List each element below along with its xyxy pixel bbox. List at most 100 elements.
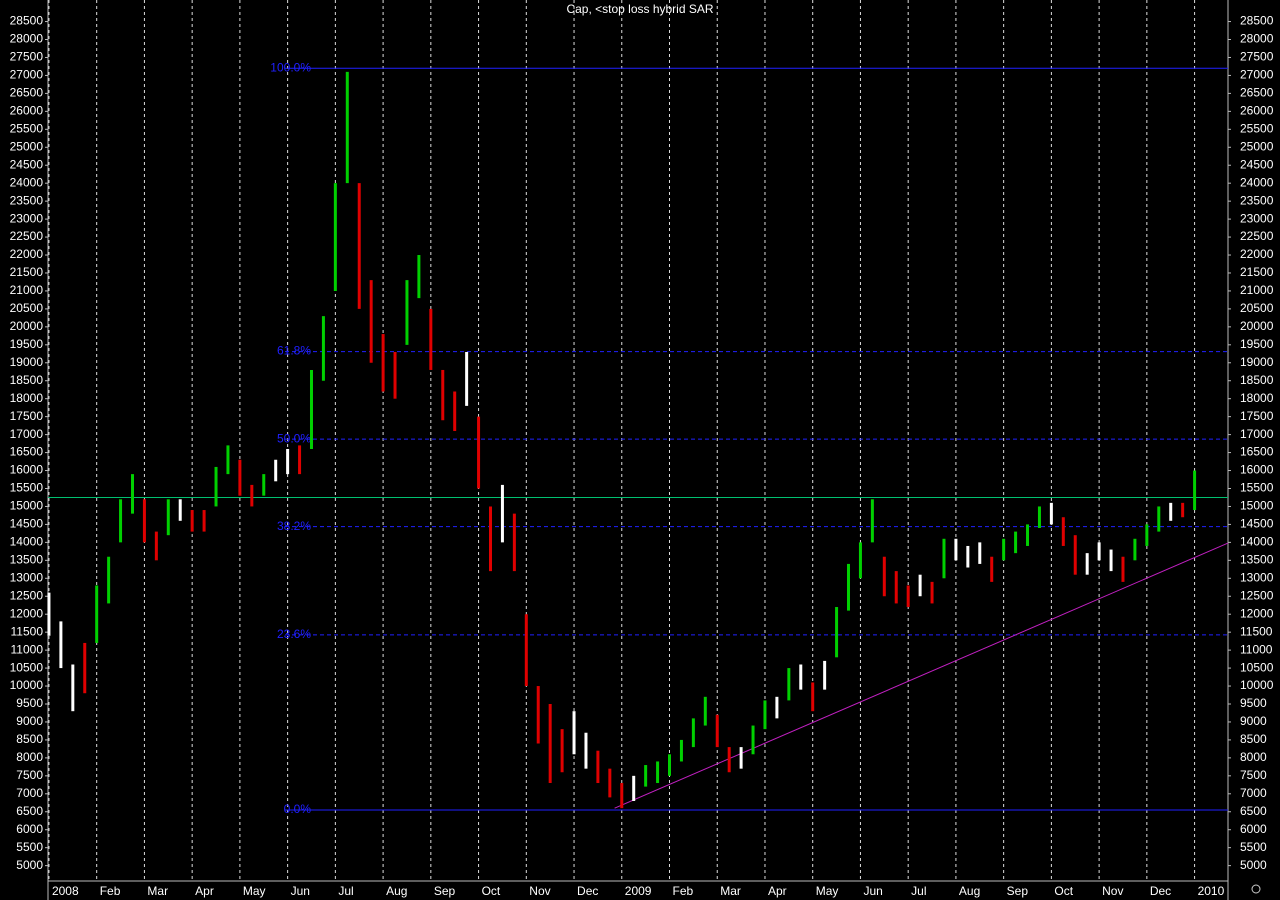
- y2-tick-label: 8000: [1240, 750, 1267, 764]
- x-tick-label: Mar: [147, 884, 168, 898]
- x-tick-label: Dec: [577, 884, 598, 898]
- y-tick-label: 20000: [10, 319, 44, 333]
- y-tick-label: 24500: [10, 157, 44, 171]
- y-tick-label: 13500: [10, 552, 44, 566]
- y-tick-label: 18000: [10, 391, 44, 405]
- y2-tick-label: 16000: [1240, 463, 1274, 477]
- y-tick-label: 8000: [16, 750, 43, 764]
- fib-label: 61.8%: [277, 344, 311, 358]
- y2-tick-label: 18000: [1240, 391, 1274, 405]
- y-tick-label: 22500: [10, 229, 44, 243]
- y2-tick-label: 5000: [1240, 858, 1267, 872]
- fib-label: 100.0%: [270, 60, 311, 74]
- y2-tick-label: 24500: [1240, 157, 1274, 171]
- y-tick-label: 25500: [10, 121, 44, 135]
- x-tick-label: Dec: [1150, 884, 1171, 898]
- y-tick-label: 6000: [16, 822, 43, 836]
- fib-label: 38.2%: [277, 519, 311, 533]
- y2-tick-label: 17500: [1240, 409, 1274, 423]
- y2-tick-label: 11000: [1240, 642, 1273, 656]
- x-tick-label: Oct: [1054, 884, 1073, 898]
- y2-tick-label: 20500: [1240, 301, 1274, 315]
- y2-tick-label: 28500: [1240, 14, 1274, 28]
- y-tick-label: 15000: [10, 499, 44, 513]
- y2-tick-label: 9500: [1240, 696, 1267, 710]
- y2-tick-label: 28000: [1240, 32, 1274, 46]
- y2-tick-label: 13500: [1240, 552, 1274, 566]
- chart-title: Cap, <stop loss hybrid SAR: [566, 2, 713, 16]
- x-tick-label: Jun: [291, 884, 310, 898]
- y-tick-label: 11500: [11, 624, 44, 638]
- y-tick-label: 16000: [10, 463, 44, 477]
- y2-tick-label: 19500: [1240, 337, 1274, 351]
- x-tick-label: Apr: [195, 884, 214, 898]
- y2-tick-label: 12000: [1240, 606, 1274, 620]
- y-tick-label: 15500: [10, 481, 44, 495]
- y2-tick-label: 6500: [1240, 804, 1267, 818]
- y-tick-label: 19500: [10, 337, 44, 351]
- fib-label: 0.0%: [284, 802, 312, 816]
- x-tick-label: Aug: [386, 884, 407, 898]
- y-tick-label: 22000: [10, 247, 44, 261]
- y-tick-label: 16500: [10, 445, 44, 459]
- y2-tick-label: 17000: [1240, 427, 1274, 441]
- x-tick-label: Sep: [1007, 884, 1029, 898]
- x-tick-label: Jul: [338, 884, 353, 898]
- y-tick-label: 6500: [16, 804, 43, 818]
- y2-tick-label: 13000: [1240, 570, 1274, 584]
- y-tick-label: 26000: [10, 104, 44, 118]
- y2-tick-label: 14500: [1240, 517, 1274, 531]
- y-tick-label: 7500: [16, 768, 43, 782]
- y2-tick-label: 27500: [1240, 50, 1274, 64]
- y2-tick-label: 11500: [1240, 624, 1273, 638]
- y-tick-label: 9000: [16, 714, 43, 728]
- y2-tick-label: 18500: [1240, 373, 1274, 387]
- y-tick-label: 9500: [16, 696, 43, 710]
- y-tick-label: 11000: [11, 642, 44, 656]
- x-tick-label: May: [243, 884, 266, 898]
- x-tick-label: Sep: [434, 884, 456, 898]
- x-tick-label: Jun: [863, 884, 882, 898]
- y-tick-label: 27000: [10, 68, 44, 82]
- y-tick-label: 21000: [10, 283, 44, 297]
- y2-tick-label: 22000: [1240, 247, 1274, 261]
- y-tick-label: 23500: [10, 193, 44, 207]
- fib-label: 50.0%: [277, 431, 311, 445]
- y-tick-label: 28000: [10, 32, 44, 46]
- y-tick-label: 28500: [10, 14, 44, 28]
- y-tick-label: 12500: [10, 588, 44, 602]
- y2-tick-label: 15000: [1240, 499, 1274, 513]
- y2-tick-label: 5500: [1240, 840, 1267, 854]
- y-tick-label: 26500: [10, 86, 44, 100]
- x-tick-label: Oct: [482, 884, 501, 898]
- y-tick-label: 10000: [10, 678, 44, 692]
- y-tick-label: 18500: [10, 373, 44, 387]
- y-tick-label: 20500: [10, 301, 44, 315]
- y2-tick-label: 27000: [1240, 68, 1274, 82]
- x-tick-label: Mar: [720, 884, 741, 898]
- y2-tick-label: 15500: [1240, 481, 1274, 495]
- y-tick-label: 27500: [10, 50, 44, 64]
- x-tick-label: Apr: [768, 884, 787, 898]
- status-icon: [1251, 884, 1261, 894]
- y2-tick-label: 22500: [1240, 229, 1274, 243]
- x-tick-label: 2010: [1198, 884, 1225, 898]
- y2-tick-label: 25500: [1240, 121, 1274, 135]
- y-tick-label: 8500: [16, 732, 43, 746]
- y2-tick-label: 7000: [1240, 786, 1267, 800]
- y2-tick-label: 7500: [1240, 768, 1267, 782]
- x-tick-label: Feb: [673, 884, 694, 898]
- x-tick-label: Jul: [911, 884, 926, 898]
- y-tick-label: 21500: [10, 265, 44, 279]
- y2-tick-label: 16500: [1240, 445, 1274, 459]
- y2-tick-label: 21000: [1240, 283, 1274, 297]
- x-tick-label: May: [816, 884, 839, 898]
- y2-tick-label: 12500: [1240, 588, 1274, 602]
- y2-tick-label: 23500: [1240, 193, 1274, 207]
- fib-label: 23.6%: [277, 627, 311, 641]
- x-tick-label: 2008: [52, 884, 79, 898]
- y-tick-label: 14500: [10, 517, 44, 531]
- y-tick-label: 5500: [16, 840, 43, 854]
